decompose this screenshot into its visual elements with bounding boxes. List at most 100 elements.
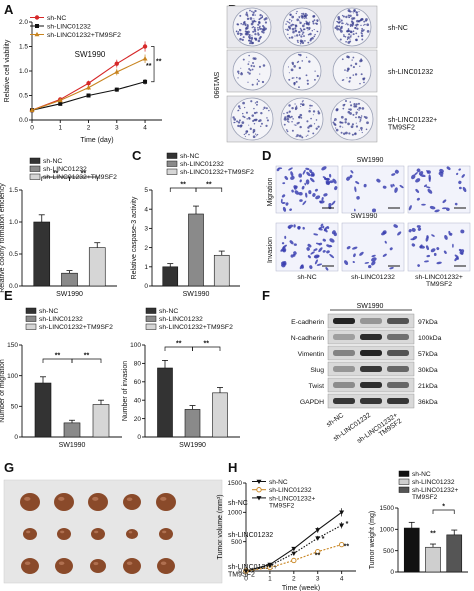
colony xyxy=(360,115,363,117)
legend-entry: sh-NC xyxy=(39,308,58,315)
tumor-highlight xyxy=(128,531,133,534)
colony xyxy=(340,131,343,134)
colony xyxy=(360,129,363,131)
protein-band xyxy=(360,318,382,324)
tumor-highlight xyxy=(93,562,99,566)
colony xyxy=(249,17,253,20)
significance-label: ** xyxy=(315,552,321,559)
colony xyxy=(360,126,363,130)
data-point xyxy=(142,44,148,49)
data-point xyxy=(315,536,321,541)
legend-swatch xyxy=(29,157,41,164)
colony xyxy=(237,124,240,128)
colony xyxy=(314,33,316,36)
row-label: sh-LINC01232 xyxy=(228,532,273,539)
colony xyxy=(242,101,245,105)
colony xyxy=(353,105,356,108)
colony xyxy=(288,72,290,74)
colony xyxy=(291,129,294,132)
colony xyxy=(351,23,355,26)
colony xyxy=(296,10,298,13)
colony xyxy=(289,14,292,16)
y-tick-label: 100 xyxy=(130,342,141,349)
data-point xyxy=(142,56,148,61)
colony xyxy=(308,26,311,30)
colony xyxy=(297,41,299,43)
colony xyxy=(334,26,337,29)
colony xyxy=(347,29,350,33)
panel-letter-d: D xyxy=(262,148,271,163)
legend-entry: sh-NC xyxy=(412,471,431,478)
colony xyxy=(354,24,357,26)
colony xyxy=(237,121,241,124)
colony xyxy=(347,110,351,114)
x-tick-label: 4 xyxy=(340,576,344,583)
colony xyxy=(245,23,247,25)
stained-cell xyxy=(318,228,323,231)
stained-cell xyxy=(324,228,328,233)
significance-label: * xyxy=(322,536,325,543)
colony xyxy=(352,74,355,76)
stained-cell xyxy=(423,184,428,188)
colony xyxy=(349,30,353,33)
colony xyxy=(253,57,257,61)
y-tick-label: 0 xyxy=(238,568,242,575)
colony xyxy=(236,120,239,123)
legend-entry: sh-NC xyxy=(159,308,178,315)
stained-cell xyxy=(282,244,287,248)
colony xyxy=(284,116,287,119)
colony xyxy=(346,67,350,71)
colony xyxy=(312,22,315,25)
colony xyxy=(286,111,289,114)
colony xyxy=(291,106,294,110)
colony xyxy=(336,27,340,31)
colony xyxy=(312,20,315,23)
colony xyxy=(265,124,268,128)
colony xyxy=(349,14,352,18)
y-tick-label: 2 xyxy=(144,245,148,252)
colony xyxy=(315,127,318,130)
significance-bracket xyxy=(71,358,102,363)
colony xyxy=(258,21,261,25)
stained-cell xyxy=(355,181,360,185)
colony xyxy=(299,53,302,57)
colony xyxy=(291,23,294,26)
colony xyxy=(366,30,370,33)
colony xyxy=(305,74,308,77)
stained-cell xyxy=(452,243,454,248)
colony xyxy=(263,106,266,109)
colony xyxy=(302,12,305,16)
colony xyxy=(340,115,344,119)
colony xyxy=(360,32,363,34)
colony xyxy=(249,9,251,12)
colony xyxy=(253,111,257,115)
kda-label: 21kDa xyxy=(418,383,438,390)
colony xyxy=(301,104,304,106)
colony xyxy=(248,133,250,136)
tumor xyxy=(91,528,105,540)
colony xyxy=(343,103,346,106)
data-point xyxy=(315,548,321,555)
colony xyxy=(352,24,354,26)
colony xyxy=(312,114,314,116)
x-tick-label: 3 xyxy=(316,576,320,583)
significance-label: ** xyxy=(84,353,90,360)
stained-cell xyxy=(350,170,354,174)
colony xyxy=(251,83,254,86)
row-label: sh-NC xyxy=(228,500,248,507)
tumor-highlight xyxy=(160,561,167,565)
colony xyxy=(299,113,303,117)
protein-label: Twist xyxy=(309,383,325,390)
colony xyxy=(339,38,342,41)
colony xyxy=(348,132,351,135)
colony xyxy=(243,133,246,136)
stained-cell xyxy=(381,231,386,236)
stained-cell xyxy=(427,188,433,194)
colony xyxy=(268,109,270,112)
legend-entry: sh-LINC01232+TM9SF2 xyxy=(412,487,459,501)
colony xyxy=(235,31,237,33)
colony xyxy=(360,73,363,76)
stained-cell xyxy=(368,265,372,269)
colony xyxy=(259,28,261,31)
stained-cell xyxy=(329,173,332,178)
